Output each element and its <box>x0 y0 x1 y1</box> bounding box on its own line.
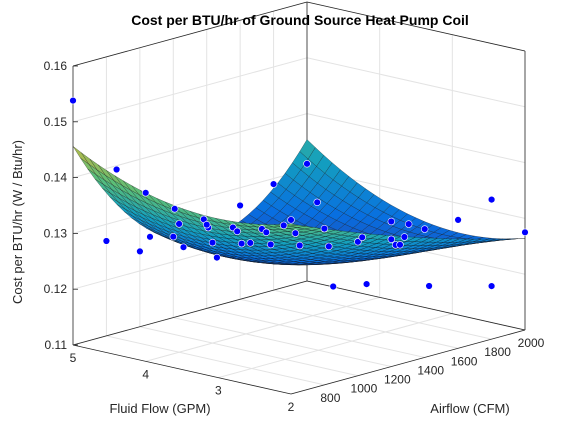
data-point <box>521 228 529 237</box>
data-point <box>233 227 241 236</box>
x-tick-label: 800 <box>320 391 340 405</box>
grid-line <box>306 57 526 108</box>
marker-layer <box>69 96 529 291</box>
z-tick-label: 0.13 <box>44 226 68 240</box>
z-tick-label: 0.16 <box>44 59 68 73</box>
data-point <box>400 233 409 241</box>
data-point <box>387 217 395 226</box>
z-tick-label: 0.11 <box>45 338 68 352</box>
x-tick-label: 1600 <box>451 354 478 368</box>
data-point <box>246 239 255 247</box>
data-point <box>280 221 288 230</box>
x-axis-label: Airflow (CFM) <box>430 401 509 416</box>
data-point <box>112 165 121 174</box>
data-point <box>236 201 244 210</box>
data-point <box>142 189 150 197</box>
data-point <box>425 282 433 290</box>
grid-line <box>240 298 459 349</box>
axis-box-edge <box>290 329 526 395</box>
y-tick-label: 3 <box>215 384 222 398</box>
grid-layer <box>72 1 526 395</box>
data-point <box>169 233 178 241</box>
data-point <box>405 220 413 228</box>
surface-patch <box>72 146 89 165</box>
data-point <box>291 229 300 237</box>
axis-box-edge <box>306 1 526 52</box>
grid-line <box>145 296 380 362</box>
axis-layer: 0.11 0.12 0.13 0.14 0.15 0.16 2 3 4 5 800 1000 1200 1… <box>44 59 545 414</box>
data-point <box>325 242 333 251</box>
y-tick-label: 5 <box>70 351 77 365</box>
grid-line <box>106 335 325 386</box>
data-point <box>303 160 311 168</box>
data-point <box>175 220 183 228</box>
z-tick-label: 0.12 <box>44 282 68 296</box>
data-point <box>362 280 371 288</box>
data-point <box>329 282 337 291</box>
y-tick-label: 4 <box>142 367 149 381</box>
z-tick-label: 0.14 <box>44 171 68 185</box>
data-point <box>358 233 366 242</box>
data-point <box>237 239 246 248</box>
x-tick-label: 1200 <box>384 373 411 387</box>
axis-box-edge <box>306 280 526 331</box>
data-point <box>421 225 429 233</box>
grid-line <box>72 57 308 123</box>
grid-line <box>72 113 308 179</box>
data-point <box>136 247 144 256</box>
grid-line <box>206 307 425 358</box>
x-tick-label: 1800 <box>484 345 511 359</box>
z-axis-label: Cost per BTU/hr (W / Btu/hr) <box>10 140 25 304</box>
data-point <box>296 241 304 250</box>
x-tick-label: 2000 <box>518 336 545 350</box>
data-point <box>287 216 295 224</box>
grid-line <box>139 326 358 377</box>
data-point <box>354 238 362 246</box>
y-axis-label: Fluid Flow (GPM) <box>109 401 210 416</box>
data-point <box>267 240 275 249</box>
y-tick-label: 2 <box>288 400 295 414</box>
data-point <box>487 282 496 290</box>
data-point <box>171 205 179 213</box>
grid-line <box>273 289 492 340</box>
chart-title: Cost per BTU/hr of Ground Source Heat Pu… <box>131 12 469 28</box>
axis-box-edge <box>72 280 308 346</box>
data-point <box>454 216 462 224</box>
data-point <box>262 228 270 237</box>
data-point <box>320 224 329 233</box>
z-tick-label: 0.15 <box>44 115 68 129</box>
data-point <box>102 237 111 245</box>
data-point <box>208 238 217 247</box>
data-point <box>146 233 154 241</box>
data-point <box>69 96 77 105</box>
x-tick-label: 1000 <box>351 382 378 396</box>
axis-box-edge <box>72 344 292 395</box>
grid-line <box>306 113 526 164</box>
data-point <box>213 253 221 262</box>
grid-line <box>72 168 308 234</box>
data-point <box>313 198 321 207</box>
axis-box-edge <box>72 1 308 67</box>
grid-line <box>173 317 392 368</box>
data-point <box>203 221 211 229</box>
data-point <box>396 241 404 249</box>
grid-line <box>218 313 453 379</box>
data-point <box>387 235 395 244</box>
data-point <box>487 195 496 204</box>
x-tick-label: 1400 <box>417 363 444 377</box>
data-point <box>179 243 188 251</box>
data-point <box>269 180 278 188</box>
